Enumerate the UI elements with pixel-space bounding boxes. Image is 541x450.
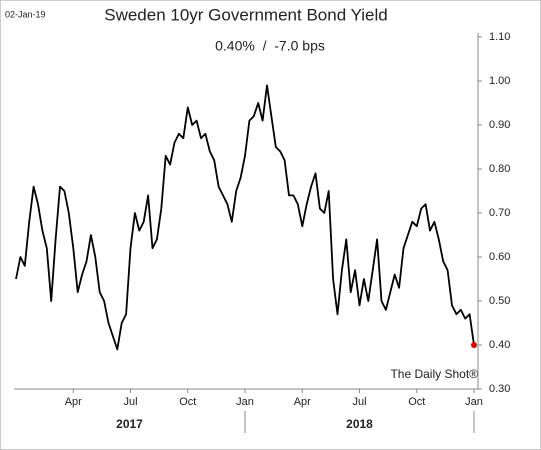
y-tick-label: 1.10 bbox=[489, 31, 510, 43]
y-tick-label: 0.80 bbox=[489, 163, 510, 175]
y-tick-label: 0.90 bbox=[489, 119, 510, 131]
x-group-label: 2018 bbox=[346, 417, 373, 431]
y-tick-label: 0.50 bbox=[489, 295, 510, 307]
source-label: The Daily Shot® bbox=[390, 367, 478, 381]
x-tick-label: Jan bbox=[465, 396, 483, 408]
x-tick-label: Jan bbox=[236, 396, 254, 408]
y-tick-label: 0.40 bbox=[489, 339, 510, 351]
last-point bbox=[471, 342, 477, 348]
series-line bbox=[15, 84, 475, 351]
chart-title: Sweden 10yr Government Bond Yield bbox=[104, 5, 388, 24]
y-tick-label: 1.00 bbox=[489, 75, 510, 87]
x-tick-label: Oct bbox=[179, 396, 196, 408]
y-tick-label: 0.70 bbox=[489, 207, 510, 219]
chart-subtitle: 0.40% / -7.0 bps bbox=[215, 38, 325, 54]
x-tick-label: Jul bbox=[123, 396, 137, 408]
x-tick-label: Apr bbox=[65, 396, 82, 408]
y-tick-label: 0.60 bbox=[489, 251, 510, 263]
y-tick-label: 0.30 bbox=[489, 383, 510, 395]
x-tick-label: Jul bbox=[352, 396, 366, 408]
x-group-label: 2017 bbox=[116, 417, 143, 431]
x-tick-label: Oct bbox=[408, 396, 425, 408]
date-stamp: 02-Jan-19 bbox=[5, 9, 46, 19]
x-tick-label: Apr bbox=[294, 396, 311, 408]
